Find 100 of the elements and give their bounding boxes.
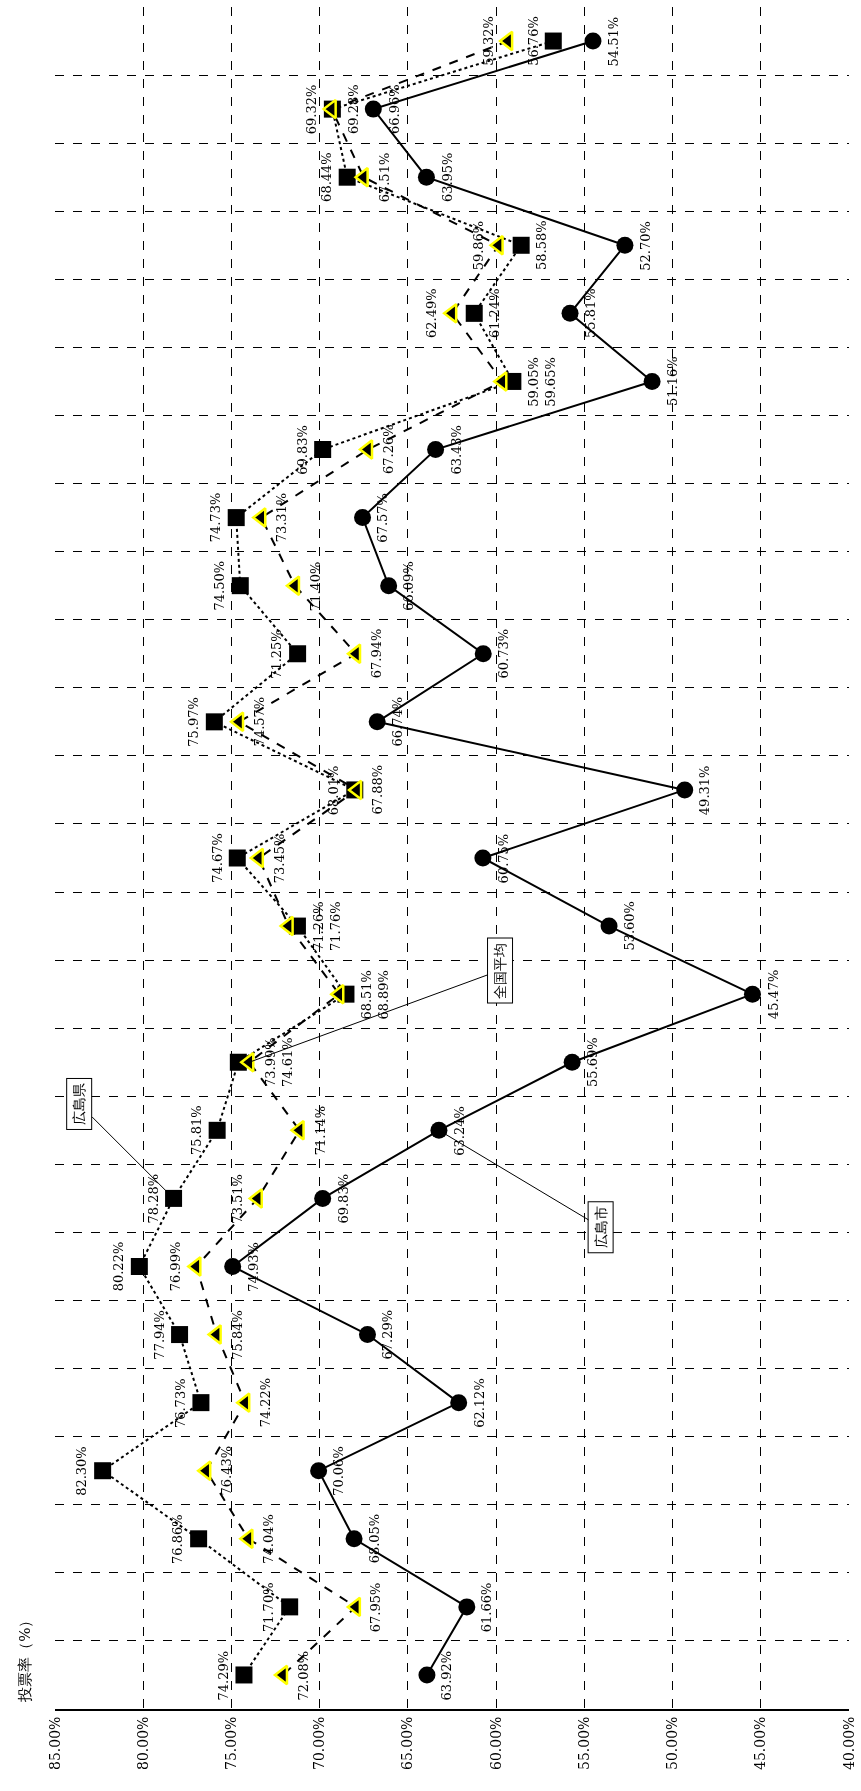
data-label: 70.06% xyxy=(331,1446,347,1496)
data-label: 69.32% xyxy=(304,84,320,135)
data-label: 74.67% xyxy=(209,833,225,883)
point xyxy=(584,32,602,50)
data-label: 76.86% xyxy=(170,1514,186,1564)
point xyxy=(418,1666,436,1684)
data-label: 76.43% xyxy=(218,1445,234,1496)
point xyxy=(544,32,562,50)
data-label: 52.70% xyxy=(638,221,654,271)
point xyxy=(208,1121,226,1139)
data-label: 68.44% xyxy=(319,152,335,202)
point xyxy=(314,1189,332,1207)
point xyxy=(196,1460,212,1482)
point xyxy=(450,1394,468,1412)
point xyxy=(474,645,492,663)
data-label: 59.32% xyxy=(480,16,496,66)
point xyxy=(231,577,249,595)
point xyxy=(616,236,634,254)
data-label: 67.95% xyxy=(368,1582,384,1633)
data-label: 59.65% xyxy=(542,357,558,407)
point xyxy=(249,847,265,869)
data-label: 72.08% xyxy=(295,1650,311,1701)
point xyxy=(465,304,483,322)
point xyxy=(442,302,458,324)
data-label: 62.12% xyxy=(471,1378,487,1428)
data-label: 71.14% xyxy=(312,1105,328,1156)
data-label: 75.97% xyxy=(185,697,201,747)
point xyxy=(229,711,245,733)
text: 全国平均 xyxy=(492,942,509,999)
data-label: 73.45% xyxy=(272,833,288,884)
point xyxy=(358,1326,376,1344)
data-label: 73.99% xyxy=(262,1037,278,1088)
point xyxy=(364,100,382,118)
point xyxy=(227,509,245,527)
point xyxy=(358,439,374,461)
data-label: 74.57% xyxy=(251,696,267,747)
data-label: 71.25% xyxy=(269,629,285,679)
data-label: 73.31% xyxy=(274,492,290,543)
x-tick-label: 70.00% xyxy=(311,1716,328,1770)
data-label: 74.93% xyxy=(245,1242,261,1292)
point xyxy=(643,372,661,390)
data-label: 74.50% xyxy=(212,560,228,611)
data-label: 67.94% xyxy=(368,628,384,679)
x-tick-label: 55.00% xyxy=(575,1716,592,1770)
x-tick-label: 75.00% xyxy=(222,1716,239,1770)
point xyxy=(192,1394,210,1412)
point xyxy=(600,917,618,935)
point xyxy=(417,168,435,186)
x-tick-label: 60.00% xyxy=(487,1716,504,1770)
data-label: 67.26% xyxy=(380,424,396,475)
data-label: 60.73% xyxy=(495,628,511,679)
data-label: 51.16% xyxy=(665,356,681,407)
data-label: 59.05% xyxy=(525,357,541,407)
point xyxy=(310,1462,328,1480)
point xyxy=(228,849,246,867)
data-label: 71.76% xyxy=(327,901,343,952)
point xyxy=(427,441,445,459)
point xyxy=(561,304,579,322)
data-label: 69.83% xyxy=(335,1173,351,1224)
data-label: 74.29% xyxy=(215,1650,231,1701)
text: 広島市 xyxy=(592,1206,609,1249)
point xyxy=(346,643,362,665)
text: 広島県 xyxy=(71,1082,88,1125)
point xyxy=(165,1189,183,1207)
data-label: 68.51% xyxy=(359,970,375,1020)
point xyxy=(235,1666,253,1684)
point xyxy=(458,1598,476,1616)
data-label: 61.24% xyxy=(487,288,503,339)
data-label: 67.88% xyxy=(369,764,385,815)
point xyxy=(676,781,694,799)
x-tick-label: 65.00% xyxy=(399,1716,416,1770)
point xyxy=(314,441,332,459)
x-tick-label: 40.00% xyxy=(840,1716,857,1770)
point xyxy=(354,509,372,527)
data-label: 74.22% xyxy=(258,1377,274,1428)
x-tick-label: 45.00% xyxy=(752,1716,769,1770)
point xyxy=(273,1664,289,1686)
data-label: 74.04% xyxy=(261,1514,277,1564)
point xyxy=(190,1530,208,1548)
point xyxy=(498,30,514,52)
point xyxy=(430,1121,448,1139)
point xyxy=(346,1596,362,1618)
point xyxy=(94,1462,112,1480)
data-label: 68.89% xyxy=(376,970,392,1020)
point xyxy=(743,985,761,1003)
data-label: 56.76% xyxy=(525,16,541,66)
data-label: 76.73% xyxy=(172,1378,188,1429)
data-label: 80.22% xyxy=(111,1241,127,1292)
data-label: 71.26% xyxy=(310,901,326,952)
data-label: 53.60% xyxy=(622,901,638,951)
point xyxy=(368,713,386,731)
data-label: 77.94% xyxy=(151,1310,167,1360)
data-label: 67.51% xyxy=(376,152,392,203)
data-label: 55.69% xyxy=(585,1037,601,1087)
data-label: 61.66% xyxy=(479,1582,495,1633)
data-label: 62.49% xyxy=(424,288,440,339)
point xyxy=(205,713,223,731)
data-label: 63.95% xyxy=(439,152,455,203)
data-label: 66.74% xyxy=(389,696,405,747)
data-label: 63.43% xyxy=(448,425,464,475)
